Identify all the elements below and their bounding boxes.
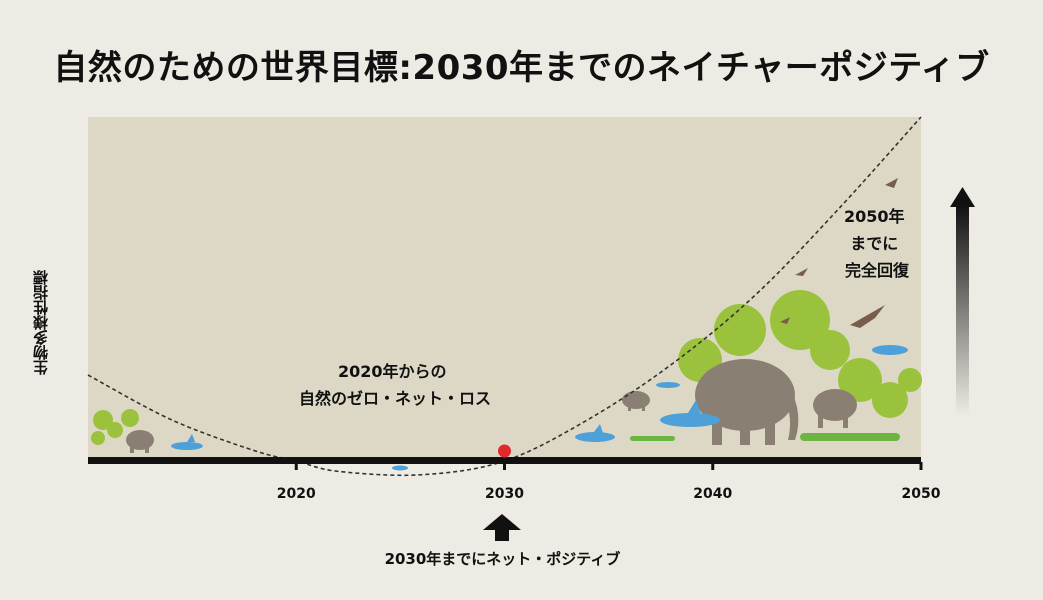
elephant-icon [622,389,857,428]
up-arrow-icon [483,514,521,541]
recovery-annotation: 2050年 までに 完全回復 [844,207,910,280]
net-positive-label: 2030年までにネット・ポジティブ [384,550,621,568]
x-tick-label-2040: 2040 [693,486,732,502]
zero-loss-annotation: 2020年からの 自然のゼロ・ネット・ロス [299,362,491,408]
shark-icon [171,434,203,450]
shark-icon [575,345,908,442]
x-tick-mark-2020 [294,462,298,470]
x-tick-mark-2050 [919,462,923,470]
elephant-icon [126,430,154,453]
x-tick-label-2020: 2020 [277,486,316,502]
x-axis-line [88,457,921,464]
vegetation-icon [91,409,139,445]
x-tick-mark-2030 [503,462,506,470]
bird-icon [780,178,898,328]
increase-arrow-icon [950,187,975,415]
elephant-icon [695,359,799,445]
page-title: 自然のための世界目標:2030年までのネイチャーポジティブ [53,48,990,88]
x-axis-ticks: 2020 2030 2040 2050 [277,462,941,502]
wildlife-illustrations [91,178,922,471]
x-tick-label-2050: 2050 [902,486,941,502]
x-tick-mark-2040 [711,462,715,470]
x-tick-label-2030: 2030 [485,486,524,502]
highlight-point-2030 [498,444,511,458]
fish-icon [392,465,408,471]
crocodile-icon [630,433,900,441]
